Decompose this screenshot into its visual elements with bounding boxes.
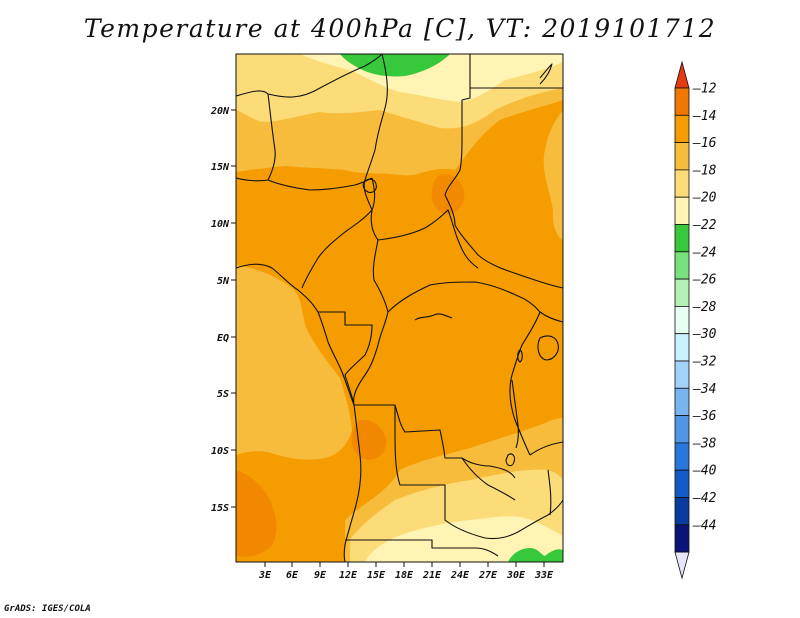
border-zambia-south [517,499,563,533]
colorbar-box [674,442,690,471]
colorbar-label: –22 [692,218,717,233]
border-uganda [539,311,563,323]
colorbar-label: –26 [692,273,717,288]
coastline-gulf-of-guinea [236,263,362,562]
field-band-minus12-to-minus14-patch-2 [351,419,387,460]
lake-kivu [517,349,523,363]
lon-label-21e: 21E [422,570,442,581]
lat-label-20n: 20N [210,106,230,117]
red-sea-coast [539,63,553,85]
river-congo [414,313,453,321]
lake-chad [362,178,377,194]
field-band-minus16-to-minus18-east [543,110,563,240]
lon-label-12e: 12E [339,570,358,581]
border-cameroon-car [372,239,389,313]
field-band-minus22-to-minus24-south [508,548,563,562]
colorbar-label: –24 [692,245,716,260]
colorbar-box [674,169,690,198]
lat-label-eq: EQ [217,333,229,344]
colorbar-label: –28 [692,300,717,315]
colorbar-box [674,196,690,225]
lon-label-27e: 27E [478,570,498,581]
colorbar-box [674,524,690,553]
colorbar-box [674,224,690,253]
colorbar: –12 –14 –16 –18 –20 –22 –24 –26 –28 –30 –32 –34 –36 –… [674,60,717,580]
border-chad-car [377,209,479,269]
colorbar-box [674,87,690,116]
colorbar-bottom-triangle [674,551,690,580]
colorbar-label: –44 [692,518,716,533]
colorbar-box [674,469,690,498]
colorbar-box [674,251,690,280]
colorbar-box [674,305,690,335]
colorbar-box [674,278,690,307]
longitude-axis: 3E 6E 9E 12E 15E 18E 21E 24E 27E 30E 33E [258,562,554,581]
border-libya-niger-chad [236,54,383,98]
colorbar-box [674,415,690,444]
lat-label-5n: 5N [217,276,230,287]
border-angola-namibia [345,539,499,557]
latitude-axis: 20N 15N 10N 5N EQ 5S 10S 15S [210,106,236,514]
colorbar-label: –18 [692,163,717,178]
lon-label-18e: 18E [395,570,414,581]
colorbar-label: –16 [692,136,717,151]
border-gabon-congo [318,311,373,406]
field-band-minus16-to-minus18-west [236,265,352,460]
border-drc-angola [354,404,516,479]
lake-tanganyika [511,379,519,449]
colorbar-label: –36 [692,409,717,424]
lat-label-15n: 15N [211,162,230,173]
border-congo-drc [353,311,389,406]
colorbar-top-triangle [674,60,690,89]
lake-victoria [537,335,559,361]
footer-credit: GrADS: IGES/COLA [4,604,91,614]
border-car-drc [387,281,541,313]
field-band-minus12-to-minus14-patch-3 [431,174,465,214]
border-zambia-drc-pedicle [461,457,516,501]
lake-mweru [505,453,516,467]
lon-label-15e: 15E [367,570,386,581]
colorbar-box [674,114,690,144]
colorbar-label: –14 [692,109,716,124]
border-cameroon [301,177,376,289]
lon-label-24e: 24E [450,570,470,581]
colorbar-label: –30 [692,327,717,342]
map-frame [235,53,564,563]
colorbar-label: –42 [692,491,717,506]
colorbar-label: –32 [692,355,717,370]
lake-malawi [547,469,552,516]
lon-label-33e: 33E [534,570,554,581]
border-tanzania [529,441,563,456]
colorbar-box [674,360,690,389]
colorbar-label: –12 [692,82,717,97]
border-nigeria-niger [236,93,276,182]
lat-label-10n: 10N [211,219,230,230]
lat-label-5s: 5S [217,389,229,400]
lat-label-10s: 10S [211,446,229,457]
border-great-lakes [509,311,541,456]
colorbar-box [674,387,690,416]
colorbar-box [674,497,690,526]
border-libya-egypt-sudan [444,54,563,289]
colorbar-box [674,333,690,362]
colorbar-label: –40 [692,464,717,479]
border-chad-sudan [363,54,388,241]
colorbar-label: –20 [692,191,717,206]
lon-label-3e: 3E [258,570,272,581]
lat-label-15s: 15S [211,503,229,514]
lon-label-30e: 30E [506,570,526,581]
lon-label-9e: 9E [314,570,327,581]
colorbar-box [674,142,690,171]
chart-title: Temperature at 400hPa [C], VT: 201910171… [83,14,717,43]
colorbar-label: –38 [692,436,717,451]
lon-label-6e: 6E [286,570,299,581]
border-angola-zambia [394,405,519,540]
field-band-minus12-to-minus14-patch-1 [236,470,277,557]
field-band-minus20-to-minus22-south [365,516,563,562]
colorbar-label: –34 [692,382,716,397]
temperature-field [236,54,563,562]
country-borders [236,54,563,562]
field-band-minus22-to-minus24-north [340,54,450,77]
